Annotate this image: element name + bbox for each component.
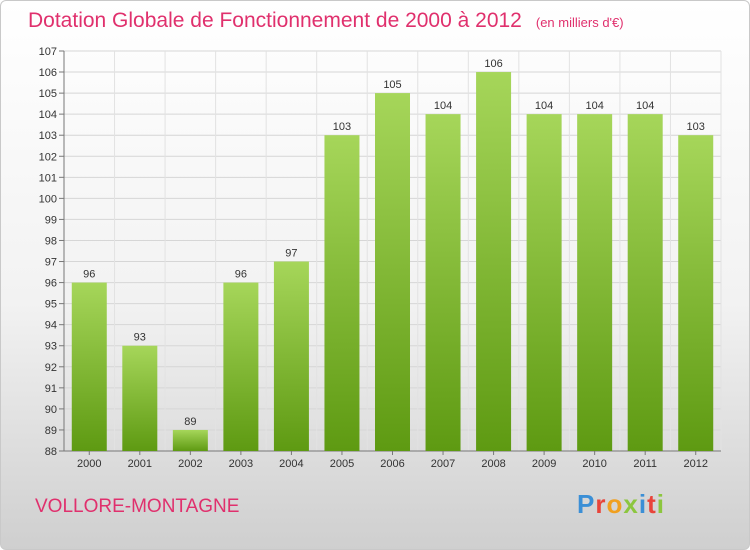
y-tick-label-95: 95: [45, 299, 57, 311]
y-tick-label-88: 88: [45, 446, 57, 458]
bar-2010: [577, 114, 613, 451]
y-tick-label-98: 98: [45, 235, 57, 247]
logo-letter: o: [606, 489, 624, 519]
labels: 88 89 90 91 92 93 94 95 96 97 98 99 100 101 102 103 104 1…: [39, 46, 708, 470]
bar-2009: [526, 114, 562, 451]
proxiti-logo: Proxiti: [577, 489, 665, 520]
chart-title-text: Dotation Globale de Fonctionnement de 20…: [28, 9, 522, 32]
bar-2001: [122, 345, 158, 451]
x-tick-label-2012: 2012: [683, 458, 707, 470]
value-label-2008: 106: [484, 58, 502, 70]
x-tick-label-2005: 2005: [330, 458, 354, 470]
value-label-2011: 104: [636, 100, 654, 112]
bar-2011: [627, 114, 663, 451]
bar-2002: [172, 429, 208, 451]
y-tick-label-92: 92: [45, 362, 57, 374]
y-tick-label-91: 91: [45, 383, 57, 395]
value-label-2005: 103: [333, 121, 351, 133]
y-tick-label-102: 102: [39, 151, 57, 163]
y-tick-label-100: 100: [39, 193, 57, 205]
x-tick-label-2001: 2001: [128, 458, 152, 470]
y-tick-label-97: 97: [45, 257, 57, 269]
y-tick-label-106: 106: [39, 67, 57, 79]
value-label-2003: 96: [235, 269, 247, 281]
commune-name: VOLLORE-MONTAGNE: [35, 496, 240, 517]
y-tick-label-89: 89: [45, 425, 57, 437]
y-tick-label-90: 90: [45, 404, 57, 416]
y-tick-label-96: 96: [45, 278, 57, 290]
y-tick-label-99: 99: [45, 214, 57, 226]
x-tick-label-2009: 2009: [532, 458, 556, 470]
bar-2005: [324, 135, 360, 452]
y-tick-label-101: 101: [39, 172, 57, 184]
x-tick-label-2004: 2004: [279, 458, 303, 470]
x-tick-label-2010: 2010: [582, 458, 606, 470]
bar-2000: [71, 282, 107, 451]
logo-letter: r: [595, 489, 607, 519]
x-tick-label-2011: 2011: [633, 458, 657, 470]
bars: [71, 72, 714, 452]
bar-2007: [425, 114, 461, 451]
value-label-2009: 104: [535, 100, 553, 112]
value-label-2000: 96: [83, 269, 95, 281]
bar-2006: [375, 93, 410, 452]
chart-unit: (en milliers d'€): [535, 15, 624, 30]
y-tick-label-94: 94: [45, 320, 57, 332]
chart-title: Dotation Globale de Fonctionnement de 20…: [28, 9, 624, 33]
y-tick-label-103: 103: [39, 130, 57, 142]
value-label-2006: 105: [383, 79, 401, 91]
value-label-2001: 93: [134, 332, 146, 344]
x-tick-label-2006: 2006: [380, 458, 404, 470]
y-tick-label-105: 105: [39, 88, 57, 100]
x-tick-label-2008: 2008: [481, 458, 505, 470]
y-tick-label-107: 107: [39, 46, 57, 58]
value-label-2007: 104: [434, 100, 452, 112]
logo-letter: i: [638, 489, 648, 519]
bar-2004: [273, 261, 309, 451]
y-tick-label-104: 104: [39, 109, 57, 121]
x-tick-label-2003: 2003: [229, 458, 253, 470]
logo-letter: t: [647, 489, 657, 519]
logo-letter: x: [623, 489, 639, 519]
bar-2008: [476, 72, 512, 451]
x-tick-label-2007: 2007: [431, 458, 455, 470]
bar-2003: [223, 282, 259, 451]
value-label-2012: 103: [687, 121, 705, 133]
value-label-2004: 97: [285, 248, 297, 260]
value-label-2010: 104: [585, 100, 603, 112]
y-tick-label-93: 93: [45, 341, 57, 353]
x-tick-label-2000: 2000: [77, 458, 101, 470]
bar-2012: [678, 135, 714, 452]
x-tick-label-2002: 2002: [178, 458, 202, 470]
logo-letter: P: [577, 489, 596, 519]
logo-letter: i: [656, 489, 665, 519]
value-label-2002: 89: [184, 416, 196, 428]
